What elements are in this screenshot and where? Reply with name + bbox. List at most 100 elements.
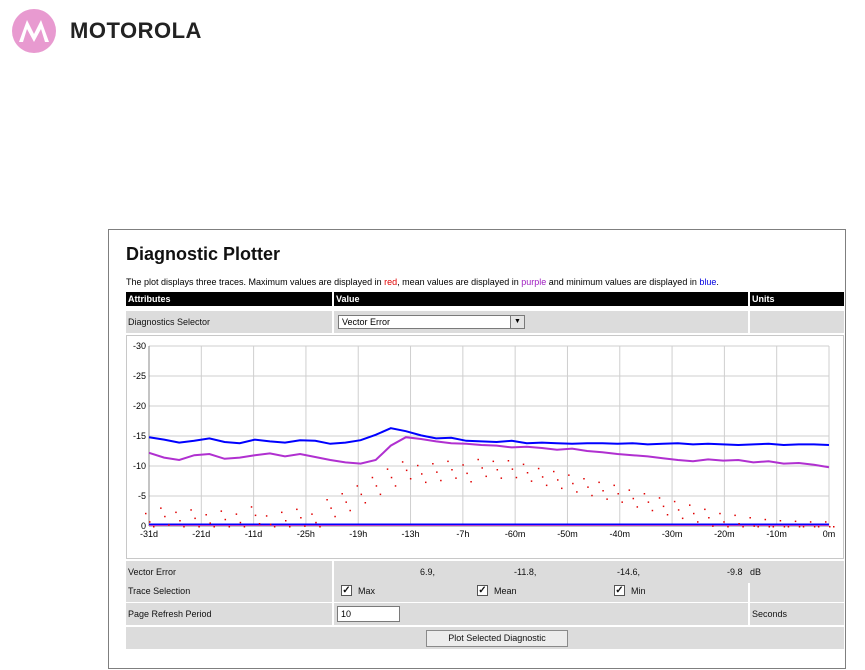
plot-selected-diagnostic-button[interactable]: Plot Selected Diagnostic (426, 630, 568, 647)
max-trace-point (425, 481, 427, 484)
max-trace-point (440, 479, 442, 482)
diagnostics-selector-dropdown[interactable]: Vector Error ▼ (338, 315, 525, 329)
plot-svg: -30 -25 -20 -15 -10 -5 0-31d -21d -11d -25h -19h -1… (133, 341, 836, 539)
plot-description: The plot displays three traces. Maximum … (126, 277, 719, 287)
max-trace-point (817, 526, 820, 528)
max-trace-point (175, 511, 177, 514)
max-trace-point (602, 490, 604, 492)
max-trace-point (243, 526, 246, 528)
max-trace-point (526, 472, 529, 474)
vector-error-max: 6.9, (420, 567, 436, 577)
max-trace-point (719, 512, 721, 515)
max-trace-point (356, 485, 359, 487)
max-trace-point (386, 468, 389, 470)
max-trace-point (798, 526, 801, 528)
max-trace-point (704, 508, 706, 511)
page-title: Diagnostic Plotter (126, 244, 281, 264)
trace-selection-cell: ✓ Max ✓ Mean ✓ Min (334, 580, 748, 602)
max-trace-point (194, 517, 196, 520)
x-tick-label: 0m (823, 529, 836, 539)
x-tick-label: -60m (505, 529, 526, 539)
max-trace-point (541, 476, 544, 478)
max-trace-point (787, 526, 790, 528)
x-tick-label: -25h (297, 529, 315, 539)
max-trace-point (537, 467, 540, 470)
vector-error-mean: -11.8, (514, 567, 537, 577)
max-trace-point (485, 475, 487, 478)
max-trace-point (451, 469, 453, 471)
max-trace-point (432, 463, 434, 465)
max-trace-point (833, 526, 835, 528)
max-trace-point (772, 526, 775, 528)
max-trace-point (636, 506, 639, 508)
brand-header: MOTOROLA (12, 9, 202, 53)
max-trace-point (768, 526, 771, 528)
max-trace-point (477, 458, 479, 461)
max-trace-point (296, 508, 298, 511)
max-trace-point (496, 469, 499, 471)
max-trace-point (341, 493, 343, 495)
max-trace-point (693, 512, 695, 515)
desc-blue-word: blue (699, 277, 717, 287)
desc-text-4: . (716, 277, 719, 287)
max-trace-point (557, 479, 559, 481)
max-trace-point (250, 506, 253, 508)
trace-selection-label: Trace Selection (126, 580, 332, 602)
max-trace-point (254, 514, 257, 517)
max-label: Max (358, 586, 376, 596)
max-trace-point (265, 515, 268, 517)
chevron-down-icon[interactable]: ▼ (510, 316, 524, 328)
desc-purple-word: purple (521, 277, 547, 287)
x-tick-label: -50m (557, 529, 578, 539)
x-tick-label: -40m (610, 529, 631, 539)
max-trace-point (462, 464, 464, 466)
mean-checkbox[interactable]: ✓ (477, 585, 488, 596)
max-trace-point (794, 520, 797, 523)
max-trace-point (662, 505, 665, 508)
max-trace-point (568, 474, 570, 476)
max-trace-point (311, 513, 313, 515)
max-trace-point (364, 502, 367, 504)
max-trace-point (561, 487, 563, 490)
max-trace-point (553, 470, 555, 473)
min-checkbox[interactable]: ✓ (614, 585, 625, 596)
x-tick-label: -13h (402, 529, 420, 539)
vector-error-min: -14.6, (617, 567, 641, 577)
x-tick-label: -30m (662, 529, 683, 539)
max-trace-point (390, 476, 393, 479)
max-checkbox[interactable]: ✓ (341, 585, 352, 596)
max-trace-point (742, 526, 744, 528)
max-trace-point (224, 518, 227, 521)
x-tick-label: -20m (714, 529, 735, 539)
max-trace-point (583, 478, 585, 480)
y-tick-label: -10 (133, 461, 146, 471)
max-trace-point (621, 501, 623, 503)
max-trace-point (220, 510, 223, 512)
max-trace-point (160, 507, 162, 509)
max-trace-point (697, 521, 699, 523)
refresh-period-unit: Seconds (750, 603, 844, 625)
max-trace-point (492, 460, 495, 463)
min-label: Min (631, 586, 646, 596)
max-trace-point (576, 491, 578, 493)
desc-text-3: and minimum values are displayed in (546, 277, 700, 287)
max-trace-point (168, 524, 170, 526)
max-trace-point (149, 521, 151, 523)
max-trace-point (213, 526, 215, 528)
max-trace-point (572, 482, 574, 485)
header-units: Units (750, 292, 844, 306)
x-tick-label: -19h (349, 529, 367, 539)
max-trace-point (829, 526, 831, 528)
mean-label: Mean (494, 586, 517, 596)
max-trace-point (349, 509, 351, 512)
max-trace-point (500, 477, 503, 479)
max-trace-point (651, 509, 654, 512)
refresh-period-input[interactable]: 10 (337, 606, 400, 622)
max-trace-point (677, 509, 680, 511)
max-trace-point (606, 498, 608, 500)
min-trace (148, 427, 830, 447)
max-trace-point (809, 521, 812, 523)
max-trace-point (375, 485, 378, 487)
max-trace-point (813, 526, 816, 528)
max-trace-point (190, 509, 192, 511)
